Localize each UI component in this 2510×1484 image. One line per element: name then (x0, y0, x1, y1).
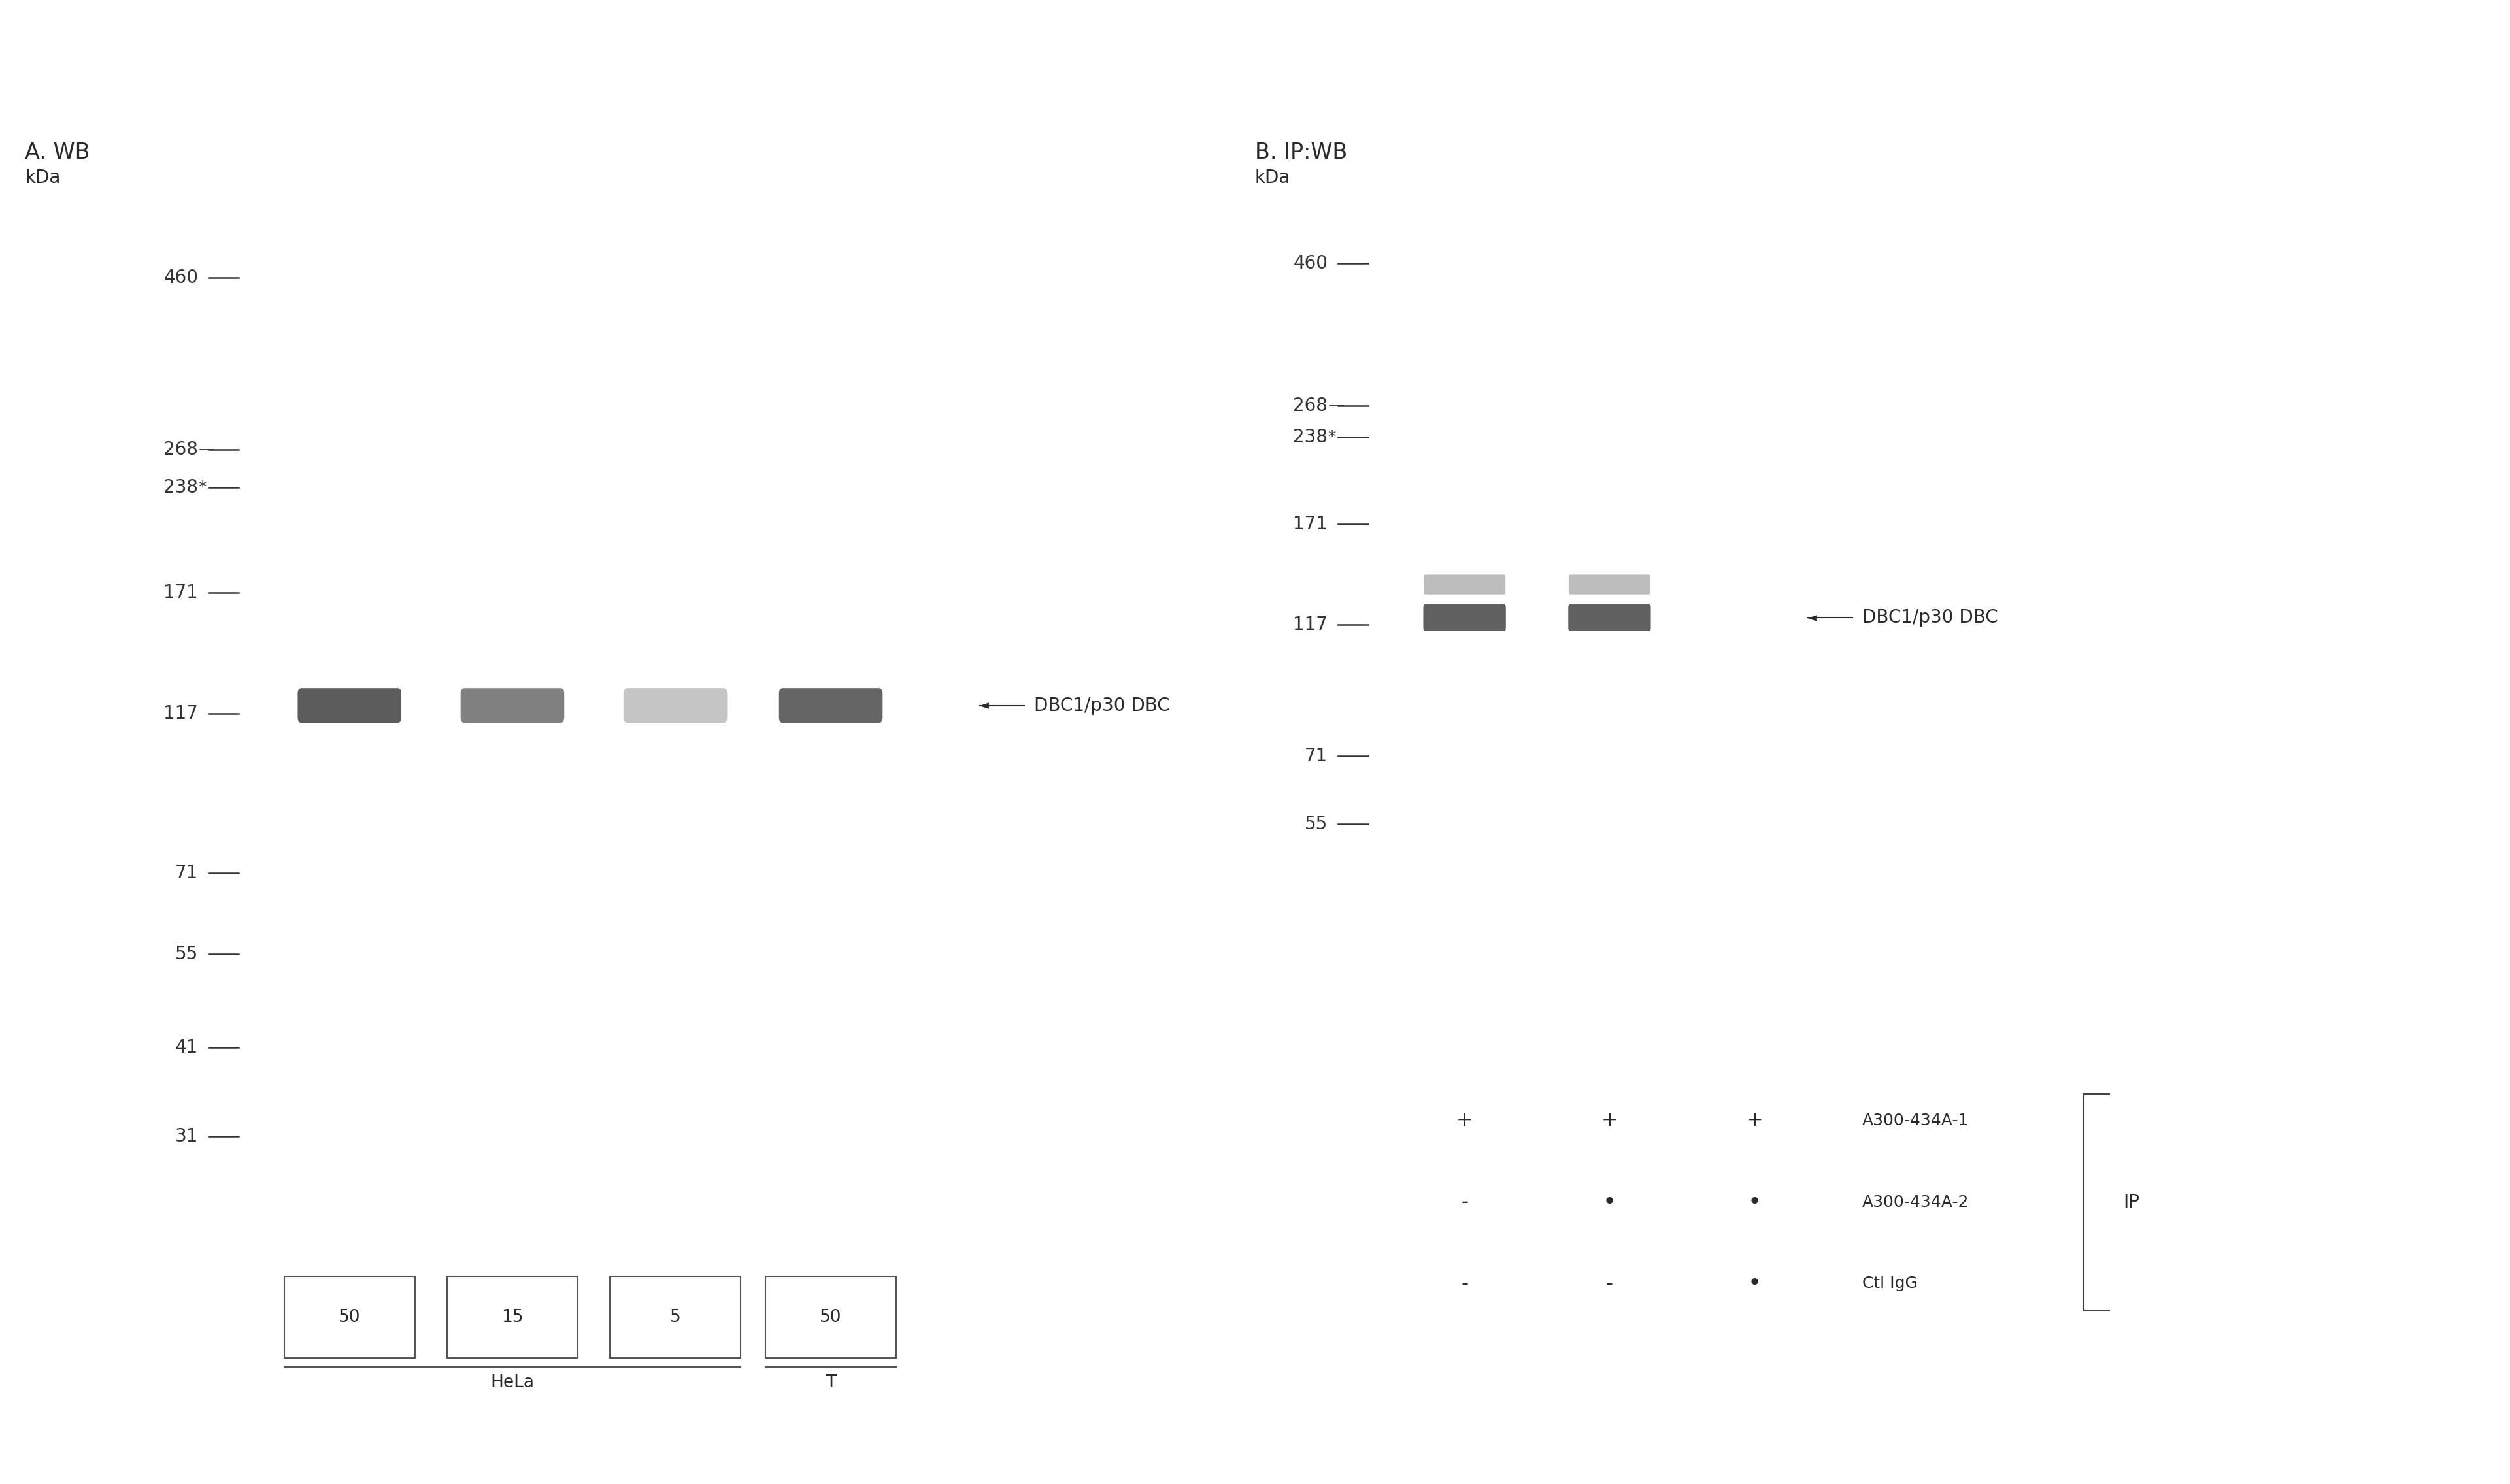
Text: 268: 268 (163, 441, 198, 459)
Text: kDa: kDa (25, 169, 60, 187)
FancyBboxPatch shape (299, 689, 402, 723)
Text: DBC1/p30 DBC: DBC1/p30 DBC (1862, 608, 1998, 626)
FancyBboxPatch shape (622, 689, 728, 723)
Text: T: T (826, 1374, 836, 1391)
Text: 460: 460 (163, 269, 198, 286)
Text: 31: 31 (176, 1128, 198, 1146)
Text: 71: 71 (1305, 746, 1328, 766)
Text: 41: 41 (176, 1039, 198, 1057)
Text: Ctl IgG: Ctl IgG (1862, 1276, 1918, 1291)
Text: DBC1/p30 DBC: DBC1/p30 DBC (1034, 696, 1170, 715)
FancyBboxPatch shape (1569, 604, 1652, 631)
Text: HeLa: HeLa (489, 1374, 535, 1391)
Text: 460: 460 (1293, 254, 1328, 272)
Text: -: - (1461, 1275, 1468, 1293)
Text: 55: 55 (176, 945, 198, 963)
Text: A300-434A-2: A300-434A-2 (1862, 1195, 1970, 1209)
FancyBboxPatch shape (462, 689, 565, 723)
Text: •: • (1601, 1192, 1616, 1212)
FancyBboxPatch shape (778, 689, 884, 723)
Text: +: + (1601, 1112, 1619, 1129)
Text: -: - (1461, 1193, 1468, 1211)
Text: 238: 238 (163, 478, 198, 497)
Text: IP: IP (2123, 1193, 2141, 1211)
Text: *: * (198, 479, 206, 496)
Text: •: • (1747, 1273, 1762, 1294)
Text: -: - (1606, 1275, 1614, 1293)
Text: 238: 238 (1293, 427, 1328, 447)
Text: B. IP:WB: B. IP:WB (1255, 141, 1348, 163)
Text: 55: 55 (1305, 815, 1328, 833)
Text: +: + (1456, 1112, 1473, 1129)
Text: 117: 117 (1293, 616, 1328, 634)
Text: A. WB: A. WB (25, 141, 90, 163)
Text: 117: 117 (163, 705, 198, 723)
Text: 171: 171 (163, 583, 198, 603)
Text: —: — (198, 442, 216, 457)
Text: ◄: ◄ (979, 699, 989, 712)
FancyBboxPatch shape (1569, 574, 1652, 595)
FancyBboxPatch shape (1423, 604, 1506, 631)
Text: 5: 5 (670, 1309, 680, 1325)
Text: 50: 50 (821, 1309, 841, 1325)
Text: —: — (1328, 398, 1345, 414)
Text: A300-434A-1: A300-434A-1 (1862, 1113, 1970, 1128)
Text: 268: 268 (1293, 396, 1328, 416)
Text: 71: 71 (176, 864, 198, 881)
Text: 171: 171 (1293, 515, 1328, 533)
FancyBboxPatch shape (1423, 574, 1506, 595)
Text: *: * (1328, 429, 1335, 445)
Text: 50: 50 (339, 1309, 361, 1325)
Text: +: + (1747, 1112, 1762, 1129)
Text: 15: 15 (502, 1309, 525, 1325)
Text: ◄: ◄ (1807, 611, 1817, 623)
Text: kDa: kDa (1255, 169, 1290, 187)
Text: •: • (1747, 1192, 1762, 1212)
